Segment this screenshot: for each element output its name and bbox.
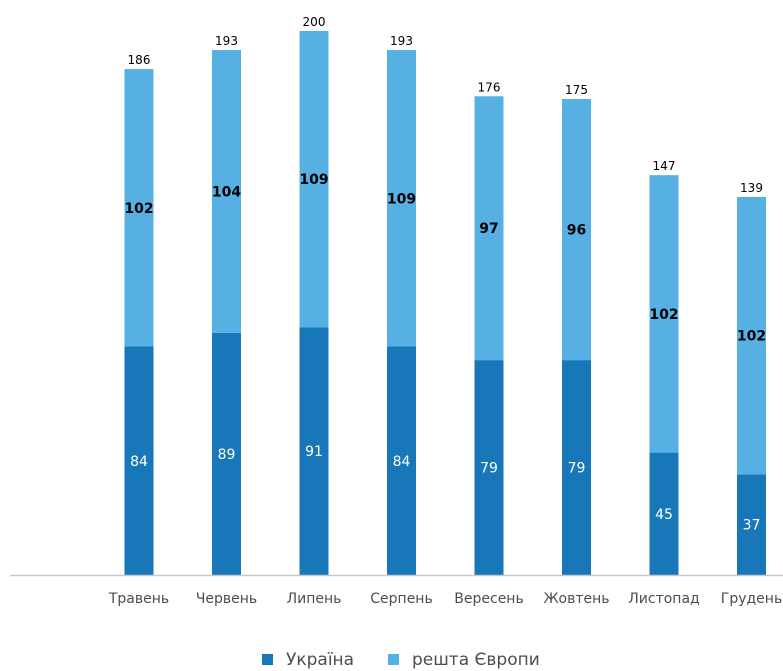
bar-segment-ukraine — [212, 332, 241, 575]
data-label-ukraine: 37 — [743, 518, 761, 534]
x-tick-label: Грудень — [721, 591, 782, 607]
bar-segment-ukraine — [649, 452, 679, 575]
data-label-ukraine: 89 — [218, 447, 236, 463]
data-label-total: 186 — [128, 53, 151, 67]
bar-segment-ukraine — [562, 360, 591, 575]
bars-group: 84 102 186 89 104 193 91 109 200 84 109 193 79 97 176 7… — [124, 15, 766, 575]
x-tick-label: Листопад — [628, 591, 699, 607]
data-label-rest-of-europe: 109 — [387, 191, 416, 207]
data-label-total: 139 — [740, 181, 763, 195]
legend: Україна решта Європи — [262, 650, 540, 670]
x-tick-label: Жовтень — [543, 591, 609, 607]
data-label-rest-of-europe: 96 — [567, 223, 586, 239]
data-label-total: 175 — [565, 83, 588, 97]
bar-segment-ukraine — [387, 346, 416, 575]
data-label-ukraine: 84 — [393, 454, 411, 470]
bar-segment-ukraine — [299, 327, 329, 575]
data-label-rest-of-europe: 102 — [737, 329, 766, 345]
bar-segment-rest-of-europe — [212, 50, 241, 333]
x-tick-label: Травень — [108, 591, 169, 607]
bar-segment-ukraine — [737, 474, 766, 575]
x-tick-label: Серпень — [370, 591, 432, 607]
data-label-rest-of-europe: 104 — [212, 184, 241, 200]
data-label-total: 176 — [478, 80, 501, 94]
data-label-total: 147 — [653, 159, 676, 173]
bar-segment-rest-of-europe — [124, 69, 154, 347]
bar-segment-ukraine — [124, 346, 154, 575]
data-label-rest-of-europe: 97 — [479, 221, 498, 237]
data-label-ukraine: 79 — [480, 461, 498, 477]
data-label-ukraine: 45 — [655, 507, 673, 523]
x-tick-label: Червень — [196, 591, 257, 607]
bar-segment-rest-of-europe — [474, 96, 504, 361]
x-tick-labels: Травень Червень Липень Серпень Вересень Жовте… — [108, 591, 782, 607]
data-label-total: 193 — [215, 34, 238, 48]
bar-segment-rest-of-europe — [737, 196, 766, 475]
data-label-ukraine: 79 — [568, 461, 586, 477]
bar-segment-rest-of-europe — [387, 50, 416, 347]
legend-swatch-rest-of-europe — [388, 654, 399, 665]
data-label-ukraine: 91 — [305, 444, 323, 460]
data-label-ukraine: 84 — [130, 454, 148, 470]
data-label-rest-of-europe: 102 — [649, 307, 678, 323]
data-label-rest-of-europe: 109 — [299, 172, 328, 188]
data-label-total: 193 — [390, 34, 413, 48]
x-tick-label: Вересень — [454, 591, 523, 607]
bar-segment-rest-of-europe — [649, 175, 679, 453]
legend-swatch-ukraine — [262, 654, 273, 665]
x-tick-label: Липень — [287, 591, 342, 607]
legend-label-rest-of-europe: решта Європи — [412, 650, 540, 670]
data-label-total: 200 — [303, 15, 326, 29]
bar-segment-rest-of-europe — [299, 31, 329, 328]
bar-segment-ukraine — [474, 360, 504, 575]
legend-label-ukraine: Україна — [286, 650, 354, 670]
bar-segment-rest-of-europe — [562, 99, 591, 361]
data-label-rest-of-europe: 102 — [124, 201, 153, 217]
